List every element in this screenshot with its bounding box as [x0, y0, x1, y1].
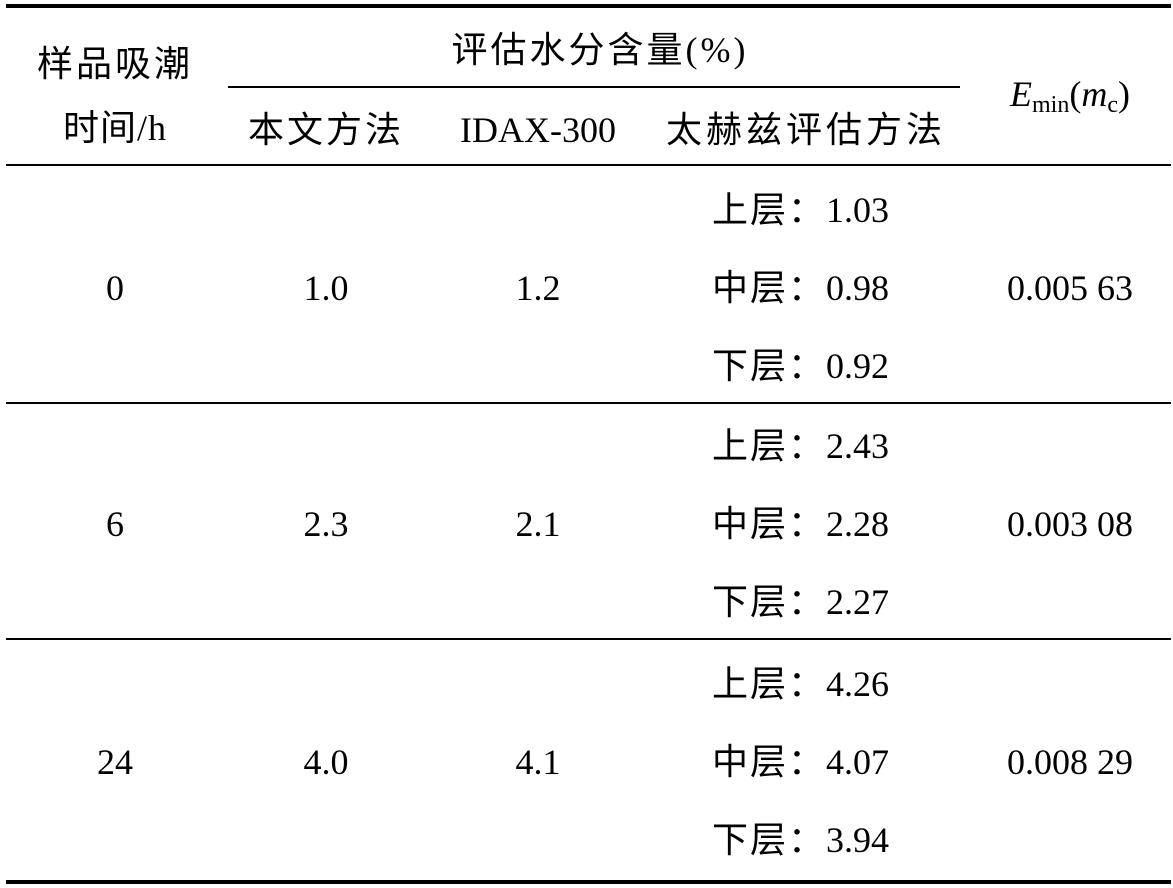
row0-thz-upper: 上层：1.03 [712, 190, 972, 230]
row0-idax: 1.2 [515, 268, 561, 308]
header-time-line1: 样品吸潮 [36, 44, 193, 84]
layer-label: 上层： [712, 426, 827, 466]
header-moisture-group: 评估水分含量(%) [451, 30, 749, 70]
layer-value: 4.26 [826, 664, 890, 704]
layer-label: 上层： [712, 664, 827, 704]
row2-thz-upper: 上层：4.26 [712, 664, 972, 704]
layer-value: 0.92 [826, 346, 890, 386]
emin-symbol: E [1010, 74, 1032, 114]
layer-label: 中层： [712, 742, 827, 782]
emin-paren-close: ) [1118, 74, 1130, 114]
layer-value: 2.43 [826, 426, 890, 466]
row2-idax: 4.1 [515, 742, 561, 782]
layer-value: 2.27 [826, 582, 890, 622]
row0-time: 0 [106, 268, 124, 308]
row1-time: 6 [106, 504, 124, 544]
row0-thz-lower: 下层：0.92 [712, 346, 972, 386]
row0-this-method: 1.0 [303, 268, 349, 308]
layer-value: 2.28 [826, 504, 890, 544]
row1-thz-upper: 上层：2.43 [712, 426, 972, 466]
table-top-rule [6, 4, 1171, 8]
layer-label: 中层： [712, 504, 827, 544]
layer-label: 下层： [712, 820, 827, 860]
emin-variable: m [1081, 74, 1108, 114]
layer-value: 1.03 [826, 190, 890, 230]
emin-paren-open: ( [1069, 74, 1082, 114]
row2-emin: 0.008 29 [1007, 742, 1133, 782]
row0-thz-middle: 中层：0.98 [712, 268, 972, 308]
emin-subscript: min [1032, 92, 1070, 118]
row-divider-2 [6, 638, 1171, 640]
header-method-idax: IDAX-300 [460, 110, 616, 150]
row2-thz-middle: 中层：4.07 [712, 742, 972, 782]
row-divider-1 [6, 402, 1171, 404]
row1-this-method: 2.3 [303, 504, 349, 544]
layer-value: 4.07 [826, 742, 890, 782]
row1-thz-middle: 中层：2.28 [712, 504, 972, 544]
layer-value: 3.94 [826, 820, 890, 860]
row1-thz-lower: 下层：2.27 [712, 582, 972, 622]
layer-label: 下层： [712, 346, 827, 386]
layer-value: 0.98 [826, 268, 890, 308]
layer-label: 上层： [712, 190, 827, 230]
row2-this-method: 4.0 [303, 742, 349, 782]
layer-label: 中层： [712, 268, 827, 308]
header-time-line2: 时间/h [62, 108, 167, 148]
row2-thz-lower: 下层：3.94 [712, 820, 972, 860]
header-bottom-rule [6, 164, 1171, 166]
table-bottom-rule [6, 880, 1171, 884]
row0-emin: 0.005 63 [1007, 268, 1133, 308]
row2-time: 24 [97, 742, 133, 782]
moisture-group-rule [228, 86, 960, 88]
header-method-terahertz: 太赫兹评估方法 [665, 110, 946, 150]
header-method-this-paper: 本文方法 [247, 110, 404, 150]
row1-emin: 0.003 08 [1007, 504, 1133, 544]
row1-idax: 2.1 [515, 504, 561, 544]
layer-label: 下层： [712, 582, 827, 622]
header-emin: Emin(mc) [990, 74, 1150, 125]
emin-variable-subscript: c [1107, 92, 1118, 118]
